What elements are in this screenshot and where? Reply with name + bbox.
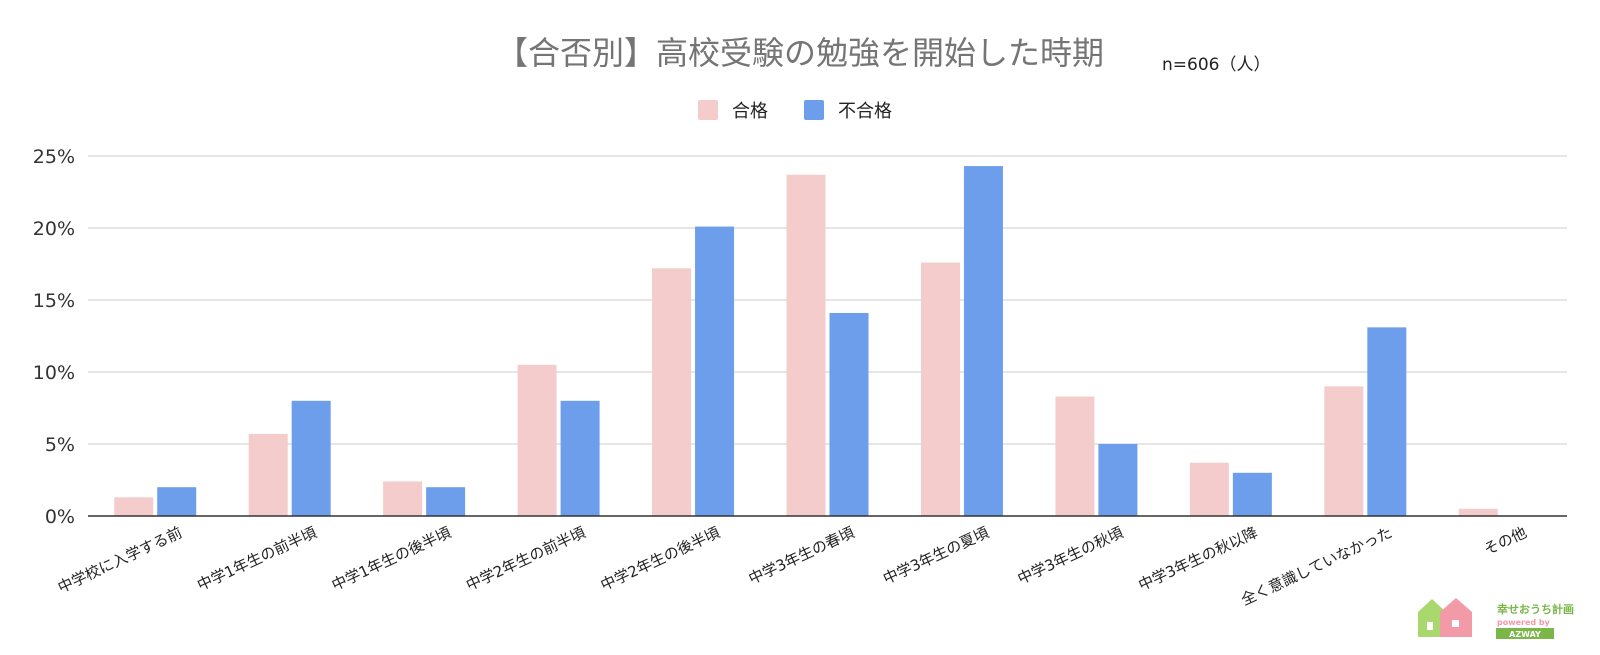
legend-label: 合格 [732, 101, 768, 122]
y-tick-label: 20% [33, 218, 75, 240]
logo-window [1452, 620, 1459, 627]
legend-swatch [804, 100, 824, 120]
bar-fail [1232, 472, 1272, 516]
logo-text-powered: powered by [1497, 618, 1551, 627]
bar-pass [652, 268, 692, 516]
x-tick-label: その他 [1481, 523, 1529, 558]
logo-text-main: 幸せおうち計画 [1497, 602, 1574, 616]
x-axis-ticks: 中学校に入学する前 中学1年生の前半頃 中学1年生の後半頃 中学2年生の前半頃 中学2年… [55, 523, 1530, 609]
x-tick-label: 中学3年生の夏頃 [880, 523, 991, 588]
bar-pass [1189, 462, 1229, 516]
sample-size-note: n=606（人） [1162, 55, 1270, 75]
bar-fail [426, 487, 466, 516]
x-tick-label: 中学1年生の後半頃 [329, 523, 454, 594]
bar-pass [920, 262, 960, 516]
chart-title: 【合否別】高校受験の勉強を開始した時期 [496, 34, 1104, 72]
bar-pass [248, 433, 288, 516]
brand-logo: 幸せおうち計画 powered by AZWAY [1418, 598, 1574, 639]
x-tick-label: 中学2年生の前半頃 [463, 523, 588, 594]
legend-label: 不合格 [838, 101, 892, 122]
bar-fail [963, 166, 1003, 516]
legend: 合格 不合格 [698, 100, 892, 122]
bar-pass [786, 174, 826, 516]
bars [114, 166, 1498, 516]
bar-fail [829, 312, 869, 516]
logo-house-green [1418, 599, 1446, 637]
x-tick-label: 中学2年生の後半頃 [598, 523, 723, 594]
y-tick-label: 0% [45, 506, 75, 528]
legend-swatch [698, 100, 718, 120]
y-tick-label: 5% [45, 434, 75, 456]
x-tick-label: 中学3年生の秋頃 [1015, 523, 1126, 588]
y-tick-label: 10% [33, 362, 75, 384]
y-tick-label: 15% [33, 290, 75, 312]
bar-fail [291, 400, 331, 516]
y-tick-label: 25% [33, 146, 75, 168]
bar-pass [1324, 386, 1364, 516]
logo-door [1427, 622, 1433, 630]
bar-pass [114, 497, 154, 516]
x-tick-label: 全く意識していなかった [1238, 523, 1395, 609]
x-tick-label: 中学1年生の前半頃 [194, 523, 319, 594]
grid-lines [88, 155, 1567, 445]
bar-fail [560, 400, 600, 516]
bar-pass [1458, 508, 1498, 516]
x-tick-label: 中学3年生の秋以降 [1136, 523, 1261, 594]
x-tick-label: 中学3年生の春頃 [746, 523, 857, 588]
bar-fail [1367, 327, 1407, 516]
y-axis-ticks: 0% 5% 10% 15% 20% 25% [33, 146, 75, 528]
bar-pass [1055, 396, 1095, 516]
logo-house-pink [1440, 598, 1472, 637]
bar-fail [157, 487, 197, 516]
bar-pass [517, 364, 557, 516]
bar-fail [695, 226, 735, 516]
x-tick-label: 中学校に入学する前 [55, 523, 185, 596]
bar-fail [1098, 444, 1138, 516]
logo-text-azway: AZWAY [1509, 630, 1541, 639]
logo-azway-box [1496, 628, 1554, 639]
bar-pass [383, 481, 423, 516]
